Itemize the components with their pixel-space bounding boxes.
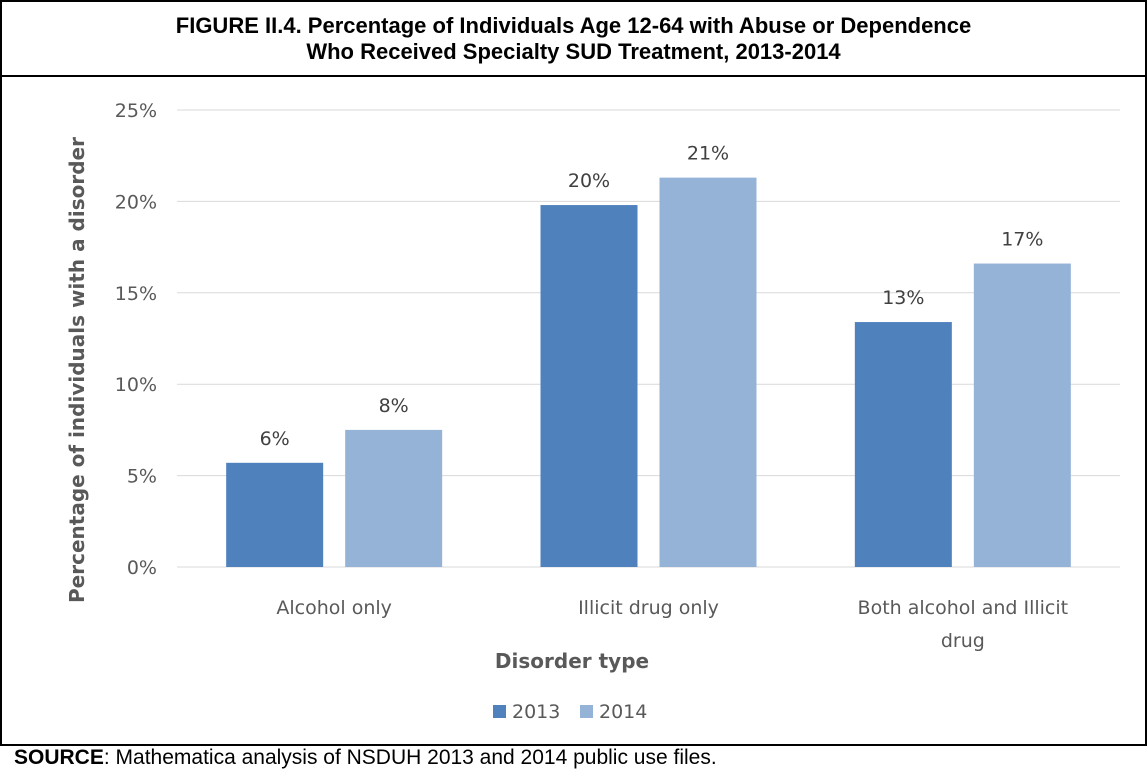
data-label: 20%	[568, 170, 610, 192]
x-tick-label: Illicit drug only	[578, 597, 719, 619]
bar-chart: 0% 5% 10% 15% 20% 25% 6% 8% Alcohol only 20% 21% Il…	[65, 100, 1120, 723]
figure-title: FIGURE II.4. Percentage of Individuals A…	[2, 2, 1145, 77]
y-tick-label: 0%	[127, 557, 157, 579]
figure-title-line-2: Who Received Specialty SUD Treatment, 20…	[306, 38, 841, 64]
x-tick-label: drug	[941, 630, 985, 652]
y-axis-title: Percentage of individuals with a disorde…	[65, 137, 89, 603]
figure-frame: FIGURE II.4. Percentage of Individuals A…	[0, 0, 1147, 746]
data-label: 21%	[687, 143, 729, 165]
data-label: 6%	[260, 428, 290, 450]
legend-swatch-2014	[580, 705, 593, 718]
source-label: SOURCE	[14, 746, 104, 769]
data-label: 13%	[882, 287, 924, 309]
legend-swatch-2013	[493, 705, 506, 718]
bar-2014	[659, 177, 757, 568]
source-note: SOURCE: Mathematica analysis of NSDUH 20…	[14, 746, 717, 770]
y-tick-label: 10%	[115, 374, 157, 396]
legend-label: 2014	[599, 701, 647, 723]
y-tick-label: 25%	[115, 100, 157, 122]
y-tick-label: 5%	[127, 466, 157, 488]
data-label: 17%	[1001, 229, 1043, 251]
bar-2013	[854, 322, 952, 567]
legend-label: 2013	[512, 701, 560, 723]
x-axis-title: Disorder type	[495, 649, 649, 673]
bar-2013	[226, 462, 324, 567]
bar-2014	[973, 263, 1071, 567]
x-tick-label: Both alcohol and Illicit	[858, 597, 1069, 619]
figure-title-line-1: FIGURE II.4. Percentage of Individuals A…	[175, 12, 972, 38]
bar-2013	[540, 205, 638, 567]
y-tick-label: 20%	[115, 191, 157, 213]
y-tick-label: 15%	[115, 283, 157, 305]
source-text: : Mathematica analysis of NSDUH 2013 and…	[103, 746, 717, 769]
x-tick-label: Alcohol only	[276, 597, 392, 619]
data-label: 8%	[379, 395, 409, 417]
bar-2014	[345, 429, 443, 567]
